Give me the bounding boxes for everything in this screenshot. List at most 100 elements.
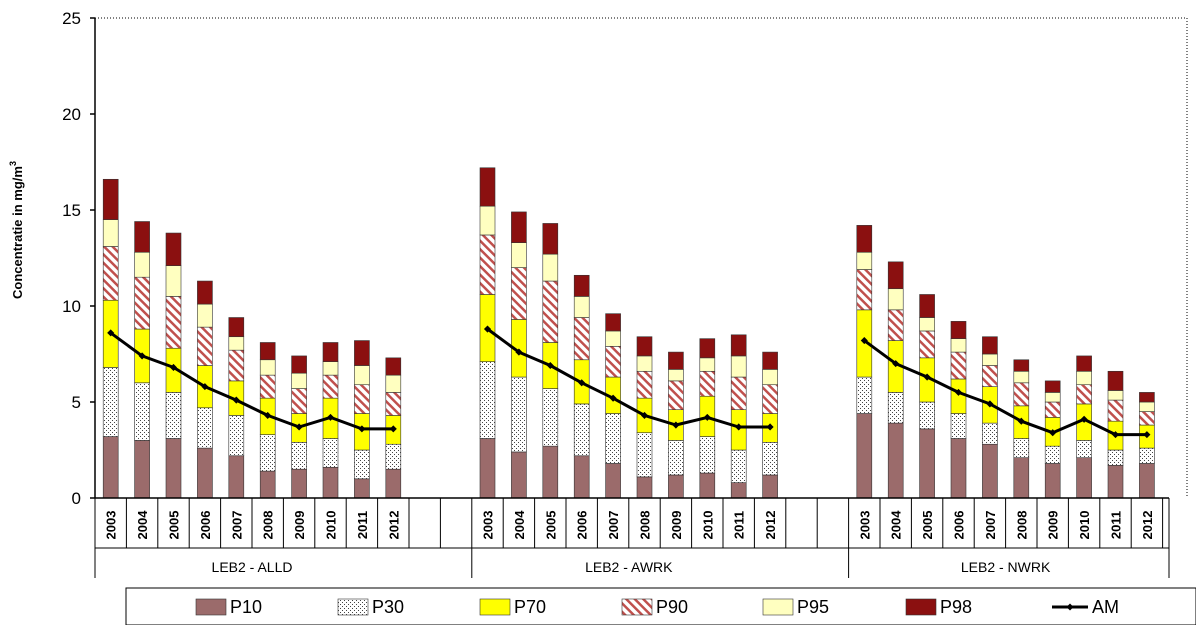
bar-segment-p30: [887, 392, 904, 424]
y-tick-label: 15: [62, 201, 81, 220]
am-point: [672, 421, 680, 429]
legend-label: P98: [940, 597, 972, 617]
bar-segment-p90: [887, 309, 904, 341]
bar-segment-p10: [668, 474, 684, 499]
am-point: [892, 360, 900, 368]
legend-label: P90: [656, 597, 688, 617]
group-label: LEB2 - ALLD: [212, 559, 293, 575]
bar-segment-p10: [385, 468, 402, 499]
bar-segment-p10: [134, 440, 150, 499]
legend-label: P30: [372, 597, 404, 617]
am-point: [232, 396, 240, 404]
bar-segment-p90: [197, 326, 213, 366]
bar-segment-p10: [354, 478, 370, 499]
bar-segment-p10: [573, 455, 590, 499]
bar-segment-p95: [385, 374, 402, 393]
x-tick-label: 2008: [638, 511, 653, 540]
bar-segment-p98: [291, 355, 307, 374]
bar-segment-p98: [322, 342, 339, 362]
bar-segment-p90: [259, 374, 276, 399]
group-label: LEB2 - AWRK: [585, 559, 673, 575]
bar-segment-p95: [259, 359, 276, 376]
bar-segment-p10: [291, 468, 307, 499]
bar-segment-p30: [605, 413, 621, 464]
bar-segment-p95: [573, 296, 590, 318]
bar-segment-p30: [982, 422, 998, 445]
bar-segment-p10: [197, 447, 213, 499]
bar-segment-p90: [699, 370, 716, 397]
bar-segment-p30: [134, 382, 150, 441]
am-point: [923, 373, 931, 381]
bar-segment-p90: [322, 374, 339, 399]
am-point: [766, 423, 774, 431]
bar-segment-p90: [511, 267, 527, 320]
bar-segment-p10: [259, 470, 276, 499]
x-tick-label: 2007: [983, 511, 998, 540]
y-axis-title: Concentratie in mg/m3: [8, 161, 25, 299]
legend-label: P10: [230, 597, 262, 617]
bar-segment-p95: [887, 288, 904, 311]
bar-segment-p30: [1013, 438, 1030, 458]
am-point: [201, 383, 209, 391]
bar-segment-p95: [856, 251, 873, 270]
legend-swatch-p10: [195, 598, 227, 616]
bar-segment-p10: [1076, 457, 1092, 499]
bar-segment-p95: [102, 219, 119, 247]
bar-segment-p95: [354, 365, 370, 386]
legend-swatch-p70: [479, 598, 511, 616]
bar-segment-p30: [385, 443, 402, 470]
bar-segment-p95: [605, 330, 621, 347]
legend-swatch-p90: [621, 598, 653, 616]
bar-segment-p10: [950, 438, 967, 499]
bar-segment-p95: [1107, 390, 1124, 401]
bar-segment-p30: [1139, 447, 1155, 464]
bar-segment-p98: [511, 211, 527, 243]
bar-segment-p90: [1044, 401, 1061, 418]
bar-segment-p98: [887, 261, 904, 290]
bar-segment-p10: [165, 438, 182, 499]
bar-segment-p98: [165, 232, 182, 266]
bar-segment-p10: [322, 466, 339, 499]
bar-segment-p95: [730, 355, 747, 378]
bar-segment-p95: [1139, 401, 1155, 412]
bar-segment-p30: [668, 440, 684, 476]
bar-segment-p10: [982, 443, 998, 499]
am-point: [138, 352, 146, 360]
bar-segment-p95: [511, 242, 527, 268]
am-point: [735, 423, 743, 431]
am-point: [295, 423, 303, 431]
bar-segment-p98: [385, 357, 402, 376]
bar-segment-p95: [228, 336, 245, 351]
x-tick-label: 2012: [386, 511, 401, 540]
bar-segment-p98: [542, 223, 559, 255]
am-point: [640, 411, 649, 419]
am-point: [515, 348, 523, 356]
legend-swatch-p30: [337, 598, 369, 616]
x-tick-label: 2011: [355, 511, 370, 539]
legend-label: P70: [514, 597, 546, 617]
y-tick-label: 20: [62, 105, 81, 124]
x-tick-label: 2008: [1014, 511, 1029, 540]
x-tick-label: 2010: [1077, 511, 1092, 540]
y-tick-label: 25: [62, 9, 81, 28]
bar-segment-p90: [982, 365, 998, 387]
bar-segment-p10: [762, 474, 778, 499]
am-line-3: [863, 339, 1147, 437]
x-tick-label: 2006: [952, 511, 967, 540]
am-point: [326, 413, 335, 421]
am-lines: [107, 325, 1151, 439]
group-label: LEB2 - NWRK: [961, 559, 1051, 575]
x-tick-label: 2007: [229, 511, 244, 540]
legend-swatch-p98: [905, 598, 937, 616]
bar-segment-p98: [730, 334, 747, 357]
bar-segment-p30: [102, 367, 119, 437]
bar-segment-p90: [636, 370, 653, 399]
bars: [102, 167, 1155, 499]
bar-segment-p10: [542, 445, 559, 499]
bar-segment-p90: [354, 384, 370, 414]
x-tick-label: 2010: [700, 511, 715, 540]
x-tick-label: 2005: [543, 511, 558, 540]
am-point: [483, 325, 492, 333]
bar-segment-p10: [699, 472, 716, 499]
